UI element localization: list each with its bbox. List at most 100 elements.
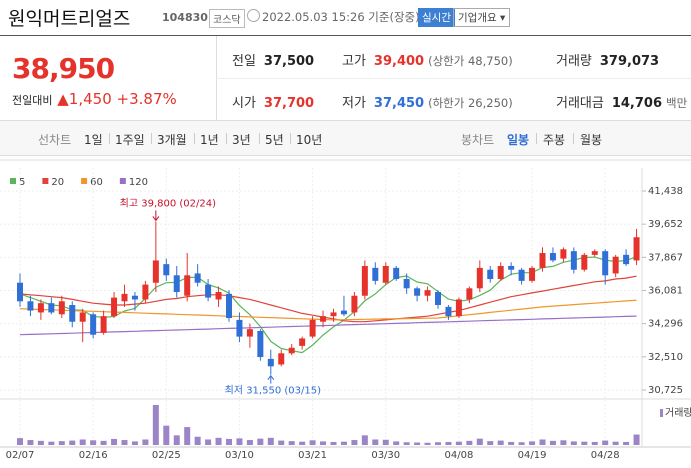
tab[interactable]: 월봉	[580, 133, 603, 147]
volume-bar	[278, 440, 285, 445]
volume-bar	[518, 442, 525, 445]
candle-body	[330, 312, 337, 317]
volume-bar	[340, 441, 347, 445]
volume-bar	[487, 441, 494, 445]
volume-bar	[173, 435, 180, 445]
tab-group-label: 봉차트	[461, 133, 495, 147]
tab-separator	[536, 133, 537, 144]
candle-body	[539, 253, 546, 268]
candle-body	[90, 314, 97, 335]
candle-body	[37, 303, 44, 313]
volume-label: 거래량	[665, 407, 691, 419]
volume-bar	[508, 441, 515, 445]
x-tick-label: 02/25	[152, 450, 181, 461]
candle-body	[100, 316, 107, 333]
candle-body	[257, 331, 264, 358]
candle-body	[288, 347, 295, 354]
chart: 5 20 60 120 41,438 39,652 37,867 36,081 34,296 32…	[0, 159, 691, 461]
volume-bar	[163, 425, 170, 445]
candle-body	[560, 249, 567, 259]
candle-body	[414, 288, 421, 296]
change-label: 전일대비	[12, 94, 53, 107]
quote-cell: 저가 37,450 (하한가 26,250)	[342, 92, 513, 111]
candle-body	[549, 253, 556, 261]
quote-cell: 시가 37,700	[232, 92, 314, 111]
volume-bar	[142, 439, 149, 445]
y-tick-label: 30,725	[648, 385, 683, 396]
candle-body	[79, 312, 86, 322]
cell-label: 거래대금	[556, 96, 604, 111]
volume-bar	[435, 442, 441, 445]
y-tick-label: 41,438	[648, 186, 683, 197]
volume-bar	[476, 438, 483, 445]
x-tick-label: 03/21	[298, 450, 327, 461]
annotation-arrowhead	[267, 374, 275, 380]
company-button[interactable]: 기업개요 ▾	[453, 8, 511, 27]
candle-body	[163, 264, 170, 276]
x-tick-label: 03/10	[225, 450, 254, 461]
cell-note: (하한가 26,250)	[428, 96, 513, 110]
tab[interactable]: 10년	[296, 133, 323, 147]
price: 38,950	[12, 52, 115, 85]
tab[interactable]: 1일	[84, 133, 103, 147]
tab[interactable]: 5년	[265, 133, 284, 147]
quote-cell: 거래량 379,073	[556, 50, 659, 69]
candle-body	[497, 266, 504, 280]
y-tick-label: 37,867	[648, 252, 683, 263]
tab[interactable]: 주봉	[543, 133, 566, 147]
legend-label: 20	[51, 177, 64, 188]
quote-panel: 38,950 전일대비 ▲1,450 +3.87% 전일 37,500 고가 39,4…	[0, 36, 691, 121]
realtime-button[interactable]: 실시간	[418, 8, 455, 27]
volume-bar	[257, 438, 264, 445]
candle-body	[309, 319, 316, 337]
candle-body	[17, 282, 23, 302]
candle-body	[403, 279, 410, 289]
candle-body	[184, 275, 191, 296]
volume-bar	[382, 439, 389, 445]
volume-bar	[560, 440, 567, 445]
volume-bar	[403, 442, 410, 445]
cell-unit: 백만	[666, 96, 688, 110]
volume-legend-swatch	[660, 409, 663, 417]
tab[interactable]: 1년	[200, 133, 219, 147]
candle-body	[340, 310, 347, 315]
clock-icon	[247, 9, 260, 22]
annotation: 최고 39,800 (02/24)	[120, 197, 216, 209]
legend-label: 120	[129, 177, 148, 188]
tab[interactable]: 일봉	[507, 133, 530, 147]
tab[interactable]: 3개월	[157, 133, 187, 147]
cell-value: 379,073	[599, 54, 660, 69]
volume-bar	[27, 440, 34, 445]
volume-bar	[121, 440, 128, 445]
volume-bar	[591, 441, 598, 445]
cell-value: 37,450	[373, 96, 425, 111]
volume-bar	[539, 439, 546, 445]
y-tick-label: 32,510	[648, 352, 683, 363]
candle-body	[205, 284, 212, 298]
volume-bar	[17, 438, 23, 445]
candle-body	[612, 256, 619, 274]
cell-value: 14,706	[611, 96, 663, 111]
x-tick-label: 04/08	[444, 450, 473, 461]
candle-body	[246, 329, 253, 337]
tab[interactable]: 3년	[232, 133, 251, 147]
candle-body	[382, 266, 389, 283]
volume-bar	[602, 440, 609, 445]
tab[interactable]: 1주일	[115, 133, 145, 147]
volume-bar	[246, 440, 253, 445]
volume-bar	[633, 434, 640, 445]
volume-bar	[37, 440, 44, 445]
candle-body	[58, 301, 65, 315]
candle-body	[476, 267, 483, 289]
volume-bar	[445, 441, 452, 445]
x-tick-label: 04/19	[518, 450, 547, 461]
volume-bar	[215, 437, 222, 445]
volume-bar	[549, 440, 556, 445]
cell-label: 시가	[232, 96, 256, 111]
candle-body	[48, 303, 55, 313]
candle-body	[111, 297, 118, 317]
x-tick-label: 03/30	[371, 450, 400, 461]
cell-label: 고가	[342, 54, 366, 69]
volume-bar	[111, 438, 118, 445]
candle-body	[393, 267, 400, 280]
